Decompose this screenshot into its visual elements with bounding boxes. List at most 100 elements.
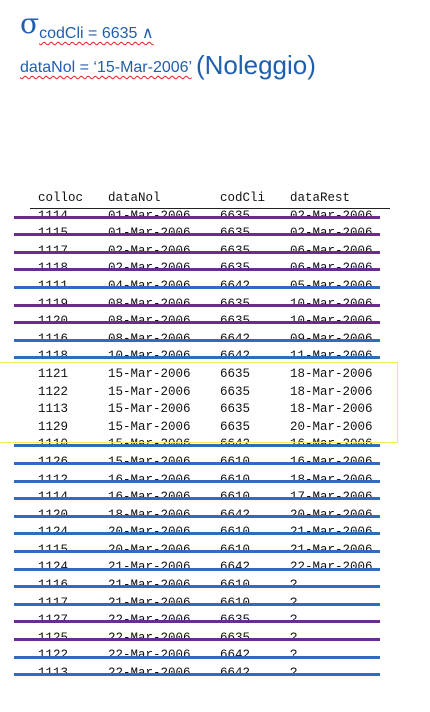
- strike-line-blue: [14, 655, 380, 659]
- condition-codcli: codCli = 6635 ∧: [39, 25, 154, 42]
- cell-datarest: 06-Mar-2006: [290, 243, 390, 261]
- cell-datanol: 21-Mar-2006: [108, 577, 220, 595]
- cell-colloc: 1124: [38, 559, 108, 577]
- table-row: 112222-Mar-20066642?: [38, 647, 390, 665]
- cell-colloc: 1122: [38, 384, 69, 399]
- table-row: 1113 15-Mar-2006 6635 18-Mar-2006: [38, 401, 390, 419]
- condition-datanol: dataNol = ‘15-Mar-2006’: [20, 59, 192, 76]
- cell-datanol: 22-Mar-2006: [108, 647, 220, 665]
- cell-datarest: 18-Mar-2006: [290, 402, 373, 417]
- cell-codcli: 6610: [220, 595, 290, 613]
- cell-datarest: 09-Mar-2006: [290, 331, 390, 349]
- strike-line-purple: [14, 620, 380, 624]
- table-row: 111702-Mar-2006663506-Mar-2006: [38, 243, 390, 261]
- cell-datanol: 22-Mar-2006: [108, 665, 220, 683]
- table-row: 111908-Mar-2006663510-Mar-2006: [38, 296, 390, 314]
- cell-datanol: 08-Mar-2006: [108, 296, 220, 314]
- cell-datanol: 22-Mar-2006: [108, 630, 220, 648]
- cell-colloc: 1110: [38, 436, 108, 454]
- cell-datarest: ?: [290, 665, 390, 683]
- table-row: 111621-Mar-20066610?: [38, 577, 390, 595]
- strike-line-purple: [14, 233, 380, 237]
- cell-codcli: 6635: [220, 260, 290, 278]
- cell-colloc: 1117: [38, 243, 108, 261]
- table-row: 1129 15-Mar-2006 6635 20-Mar-2006: [38, 419, 390, 437]
- cell-colloc: 1126: [38, 454, 108, 472]
- cell-datanol: 18-Mar-2006: [108, 507, 220, 525]
- cell-datanol: 21-Mar-2006: [108, 595, 220, 613]
- cell-datarest: 16-Mar-2006: [290, 454, 390, 472]
- cell-codcli: 6610: [220, 472, 290, 490]
- cell-colloc: 1111: [38, 278, 108, 296]
- cell-datanol: 02-Mar-2006: [108, 243, 220, 261]
- cell-codcli: 6635: [220, 243, 290, 261]
- cell-datarest: ?: [290, 612, 390, 630]
- cell-datanol: 16-Mar-2006: [108, 472, 220, 490]
- header-datanol: dataNol: [108, 191, 161, 205]
- strike-line-blue: [14, 338, 380, 342]
- cell-datanol: 15-Mar-2006: [108, 436, 220, 454]
- table-body: 111401-Mar-2006663502-Mar-2006111501-Mar…: [38, 208, 390, 683]
- cell-datarest: 10-Mar-2006: [290, 313, 390, 331]
- cell-codcli: 6610: [220, 577, 290, 595]
- table-row: 111104-Mar-2006664205-Mar-2006: [38, 278, 390, 296]
- strike-line-blue: [14, 497, 380, 501]
- cell-codcli: 6642: [220, 348, 290, 366]
- table-row: 111810-Mar-2006664211-Mar-2006: [38, 348, 390, 366]
- cell-datarest: 20-Mar-2006: [290, 507, 390, 525]
- table-row: 112008-Mar-2006663510-Mar-2006: [38, 313, 390, 331]
- table-row: 111322-Mar-20066642?: [38, 665, 390, 683]
- table-header: colloc dataNol codCli dataRest: [38, 190, 390, 208]
- table-row: 112018-Mar-2006664220-Mar-2006: [38, 507, 390, 525]
- cell-datanol: 21-Mar-2006: [108, 559, 220, 577]
- cell-datanol: 15-Mar-2006: [108, 454, 220, 472]
- cell-datarest: 18-Mar-2006: [290, 384, 373, 399]
- cell-colloc: 1115: [38, 542, 108, 560]
- cell-codcli: 6635: [220, 366, 251, 381]
- cell-codcli: 6610: [220, 489, 290, 507]
- cell-datanol: 16-Mar-2006: [108, 489, 220, 507]
- cell-datanol: 08-Mar-2006: [108, 313, 220, 331]
- table-row: 111721-Mar-20066610?: [38, 595, 390, 613]
- cell-colloc: 1118: [38, 260, 108, 278]
- header-datarest: dataRest: [290, 191, 351, 205]
- noleggio-table: colloc dataNol codCli dataRest 111401-Ma…: [38, 190, 390, 683]
- sigma-symbol: σ: [20, 7, 40, 40]
- table-row: 112421-Mar-2006664222-Mar-2006: [38, 559, 390, 577]
- cell-datanol: 15-Mar-2006: [108, 384, 191, 399]
- strike-line-purple: [14, 250, 380, 254]
- table-row: 111520-Mar-2006661021-Mar-2006: [38, 542, 390, 560]
- cell-datarest: ?: [290, 595, 390, 613]
- cell-datarest: 18-Mar-2006: [290, 472, 390, 490]
- strike-line-blue: [14, 567, 380, 571]
- cell-datanol: 15-Mar-2006: [108, 402, 191, 417]
- header-divider: [30, 208, 390, 209]
- cell-codcli: 6610: [220, 524, 290, 542]
- cell-colloc: 1116: [38, 331, 108, 349]
- cell-codcli: 6635: [220, 419, 251, 434]
- strike-line-blue: [14, 673, 380, 677]
- cell-datarest: 22-Mar-2006: [290, 559, 390, 577]
- cell-codcli: 6610: [220, 454, 290, 472]
- cell-datarest: 17-Mar-2006: [290, 489, 390, 507]
- table-row: 111015-Mar-2006664216-Mar-2006: [38, 436, 390, 454]
- cell-datarest: ?: [290, 577, 390, 595]
- cell-datarest: ?: [290, 630, 390, 648]
- cell-datarest: 16-Mar-2006: [290, 436, 390, 454]
- cell-colloc: 1127: [38, 612, 108, 630]
- cell-colloc: 1119: [38, 296, 108, 314]
- strike-line-blue: [14, 462, 380, 465]
- strike-line-blue: [14, 585, 380, 589]
- selected-rows-highlight: [0, 362, 398, 443]
- header-colloc: colloc: [38, 191, 84, 205]
- cell-colloc: 1129: [38, 419, 69, 434]
- cell-codcli: 6642: [220, 278, 290, 296]
- strike-line-blue: [14, 286, 380, 289]
- cell-colloc: 1124: [38, 524, 108, 542]
- cell-datanol: 15-Mar-2006: [108, 366, 191, 381]
- selection-expression-line2: dataNol = ‘15-Mar-2006’ (Noleggio): [20, 48, 316, 80]
- cell-colloc: 1120: [38, 313, 108, 331]
- cell-colloc: 1112: [38, 472, 108, 490]
- cell-colloc: 1120: [38, 507, 108, 525]
